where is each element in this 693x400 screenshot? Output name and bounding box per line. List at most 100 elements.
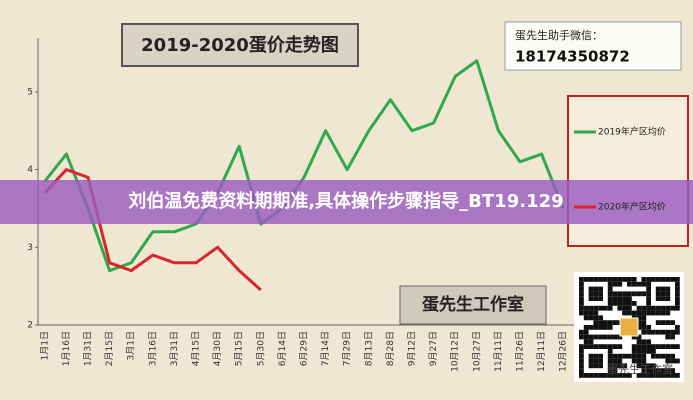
qr-cell [641,305,647,311]
qr-cell [675,358,680,364]
qr-cell [631,277,637,282]
qr-cell [588,373,594,378]
qr-cell [622,301,627,306]
qr-cell [665,277,671,282]
qr-cell [598,363,603,369]
qr-cell [675,281,680,287]
qr-cell [631,281,637,287]
qr-cell [607,373,613,378]
qr-cell [655,291,661,297]
qr-cell [598,353,603,359]
qr-cell [579,368,584,373]
x-tick-label: 5月30日 [255,331,266,366]
qr-cell [646,277,651,282]
qr-cell [641,363,647,369]
qr-cell [675,291,680,297]
qr-cell [579,301,584,306]
qr-cell [593,277,599,282]
qr-cell [670,277,675,282]
qr-cell [583,305,589,311]
qr-cell [579,363,584,369]
x-tick-label: 1月16日 [61,331,72,366]
qr-cell [588,286,594,292]
qr-cell [607,281,613,287]
qr-cell [598,373,603,378]
qr-cell [670,334,675,340]
qr-cell [665,353,671,359]
qr-cell [627,296,632,301]
qr-cell [636,339,642,345]
qr-cell [612,363,618,369]
qr-cell [670,305,675,311]
qr-cell [651,329,656,335]
qr-cell [627,291,632,297]
banner-background [0,180,693,224]
qr-cell [603,320,608,325]
qr-cell [588,344,594,349]
legend-label: 2019年产区均价 [598,126,666,138]
x-tick-label: 1月31日 [83,331,94,366]
qr-cell [607,334,613,340]
qr-cell [607,349,613,354]
qr-cell [617,344,623,349]
qr-cell [636,315,642,321]
qr-cell [593,353,599,359]
contact-box [504,21,682,71]
qr-cell [579,305,584,311]
qr-cell [607,363,613,369]
qr-cell [579,291,584,297]
x-tick-label: 10月12日 [450,331,461,372]
qr-logo [619,317,639,337]
qr-cell [641,277,647,282]
qr-cell [651,373,656,378]
qr-cell [627,310,632,316]
qr-cell [655,305,661,311]
qr-cell [641,281,647,287]
qr-cell [655,353,661,359]
qr-cell [655,320,661,325]
qr-cell [603,277,608,282]
qr-cell [622,310,627,316]
qr-cell [598,325,603,330]
qr-cell [598,320,603,325]
qr-cell [612,373,618,378]
qr-cell [588,310,594,316]
qr-cell [660,373,666,378]
qr-cell [641,339,647,345]
qr-cell [579,329,584,335]
qr-cell [588,305,594,311]
qr-cell [607,358,613,364]
qr-cell [593,363,599,369]
qr-cell [607,353,613,359]
qr-cell [622,305,627,311]
qr-cell [670,368,675,373]
qr-cell [607,368,613,373]
x-tick-label: 7月29日 [342,331,353,366]
qr-cell [588,358,594,364]
qr-cell [588,315,594,321]
qr-cell [655,368,661,373]
y-tick-label: 5 [27,87,33,97]
qr-cell [588,291,594,297]
x-tick-label: 9月27日 [428,331,439,366]
qr-cell [665,296,671,301]
qr-cell [598,286,603,292]
qr-cell [612,344,618,349]
series-line [43,168,262,292]
qr-cell [660,291,666,297]
qr-cell [583,325,589,330]
qr-cell [583,310,589,316]
qr-cell [612,291,618,297]
qr-cell [579,358,584,364]
qr-cell [665,329,671,335]
qr-cell [670,329,675,335]
qr-cell [655,286,661,292]
qr-cell [660,329,666,335]
x-tick-label: 3月31日 [169,331,180,366]
qr-cell [617,363,623,369]
y-tick-label: 2 [27,321,33,331]
qr-cell [593,320,599,325]
qr-cell [612,368,618,373]
qr-cell [675,305,680,311]
qr-cell [622,373,627,378]
